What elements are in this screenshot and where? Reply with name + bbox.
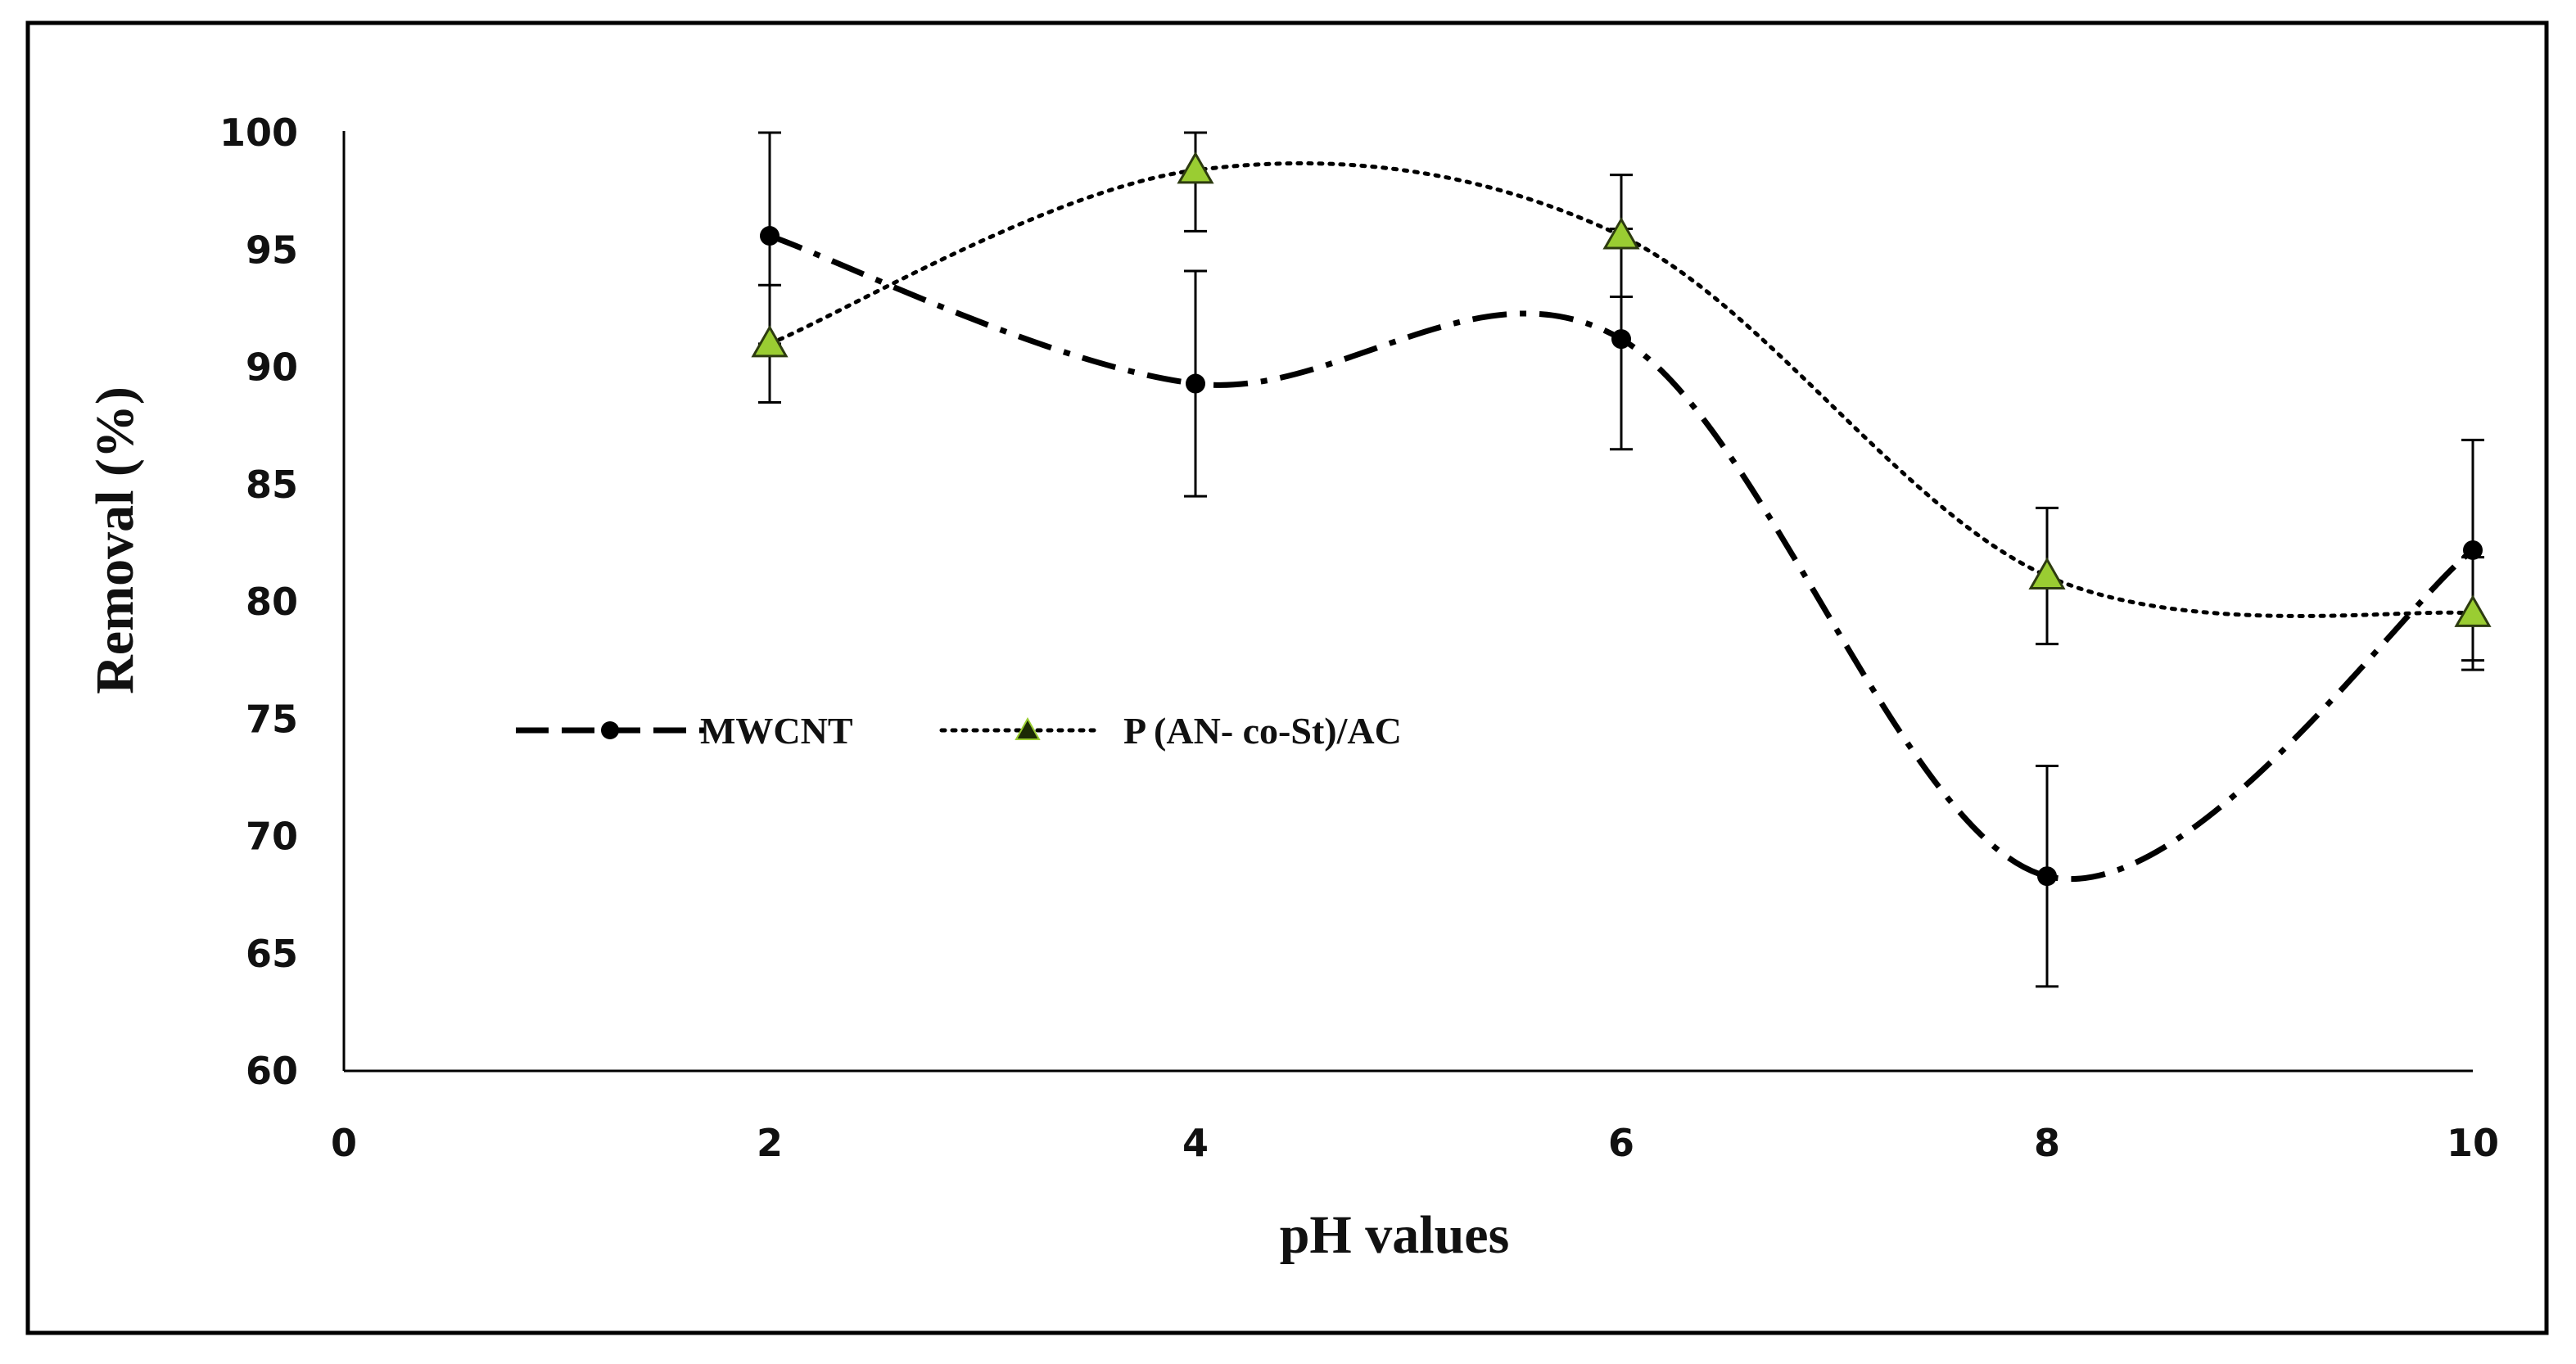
y-tick-label: 95 <box>246 228 298 272</box>
data-point <box>1602 217 1640 250</box>
legend-marker <box>601 721 619 739</box>
x-tick-label: 8 <box>2034 1121 2060 1165</box>
y-tick-label: 65 <box>246 932 298 976</box>
x-tick-label: 0 <box>331 1121 357 1165</box>
y-axis-title: Removal (%) <box>85 386 145 694</box>
legend-label: P (AN- co-St)/AC <box>1123 710 1402 752</box>
data-point <box>751 324 789 358</box>
x-tick-label: 2 <box>757 1121 783 1165</box>
y-tick-label: 75 <box>246 697 298 741</box>
y-tick-label: 70 <box>246 815 298 859</box>
legend-label: MWCNT <box>700 710 853 752</box>
data-point <box>760 226 780 246</box>
x-tick-label: 6 <box>1608 1121 1634 1165</box>
legend-marker <box>1015 716 1041 740</box>
y-tick-label: 100 <box>219 111 298 155</box>
x-axis-title: pH values <box>1280 1205 1510 1265</box>
data-point <box>1611 329 1631 350</box>
x-tick-label: 4 <box>1182 1121 1209 1165</box>
y-tick-label: 90 <box>246 346 298 390</box>
data-point <box>2454 594 2492 627</box>
axes: 60 65 70 75 80 85 90 95 100 0 2 4 6 8 10 <box>219 111 2499 1165</box>
series-markers <box>751 151 2492 887</box>
y-tick-label: 80 <box>246 580 298 624</box>
data-point <box>1177 151 1214 184</box>
legend: MWCNT P (AN- co-St)/AC <box>516 710 1402 752</box>
data-point <box>2463 540 2483 560</box>
data-point <box>1186 373 1205 394</box>
y-tick-label: 85 <box>246 463 298 507</box>
chart-frame <box>25 20 2549 1335</box>
y-tick-label: 60 <box>246 1049 298 1093</box>
series-line <box>768 233 2475 882</box>
x-tick-label: 10 <box>2447 1121 2499 1165</box>
data-point <box>2037 866 2057 887</box>
data-point <box>2028 557 2066 589</box>
